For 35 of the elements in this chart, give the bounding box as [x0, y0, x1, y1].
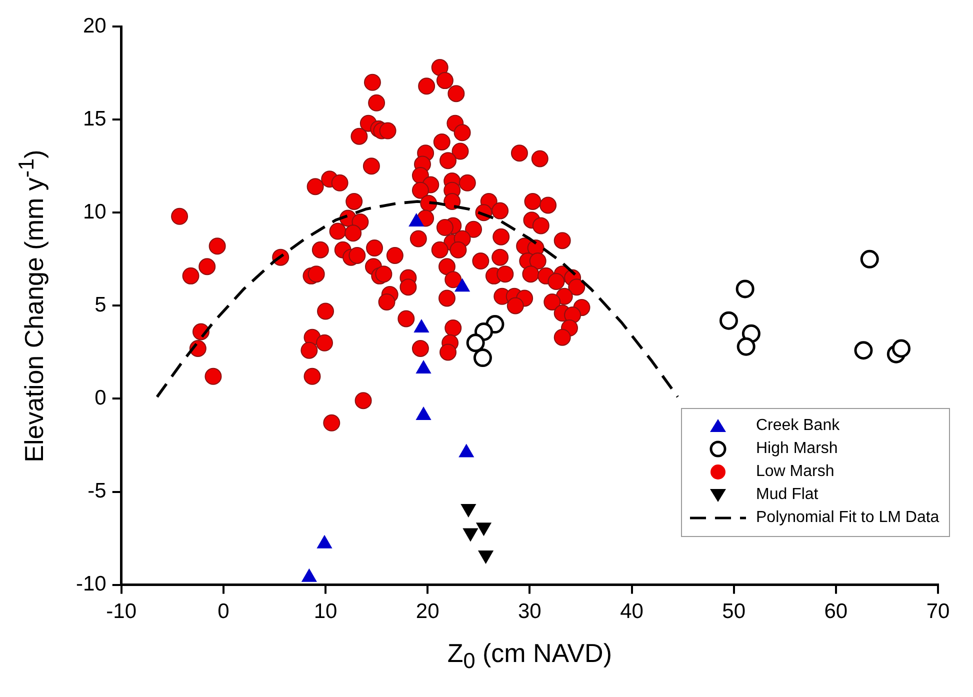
- legend-label: Low Marsh: [756, 463, 834, 482]
- legend-label: High Marsh: [756, 440, 838, 458]
- legend-label: Creek Bank: [756, 417, 840, 436]
- point: [454, 278, 470, 292]
- x-tick-label: 10: [314, 600, 338, 624]
- point: [892, 339, 910, 358]
- point: [408, 212, 424, 226]
- point: [473, 348, 492, 368]
- x-tick-label: 60: [824, 600, 848, 624]
- point: [466, 334, 485, 352]
- point: [460, 504, 476, 518]
- legend-label: Polynomial Fit to LM Data: [756, 509, 940, 528]
- point: [476, 522, 492, 536]
- point: [736, 337, 756, 356]
- y-tick-label: 5: [94, 293, 106, 316]
- x-tick-label: 70: [926, 600, 950, 624]
- y-tick-label: 15: [82, 107, 106, 130]
- y-tick-label: 20: [82, 14, 106, 38]
- point: [736, 280, 754, 298]
- point: [478, 550, 494, 564]
- x-tick-label: 0: [218, 600, 230, 624]
- point: [462, 528, 478, 542]
- point: [854, 341, 873, 360]
- y-tick-label: 0: [94, 386, 106, 410]
- legend-label: Mud Flat: [756, 486, 818, 504]
- point: [860, 250, 879, 268]
- y-tick-label: -5: [88, 480, 106, 503]
- y-tick-label: -10: [76, 572, 106, 596]
- point: [719, 311, 738, 330]
- x-tick-label: 50: [722, 600, 746, 624]
- x-tick-label: 30: [518, 600, 542, 624]
- x-tick-label: 40: [620, 600, 644, 624]
- x-axis-title: Z$_{0}$ (cm NAVD): [446, 638, 613, 674]
- x-tick-label: 20: [416, 600, 440, 624]
- y-tick-label: 10: [82, 200, 106, 224]
